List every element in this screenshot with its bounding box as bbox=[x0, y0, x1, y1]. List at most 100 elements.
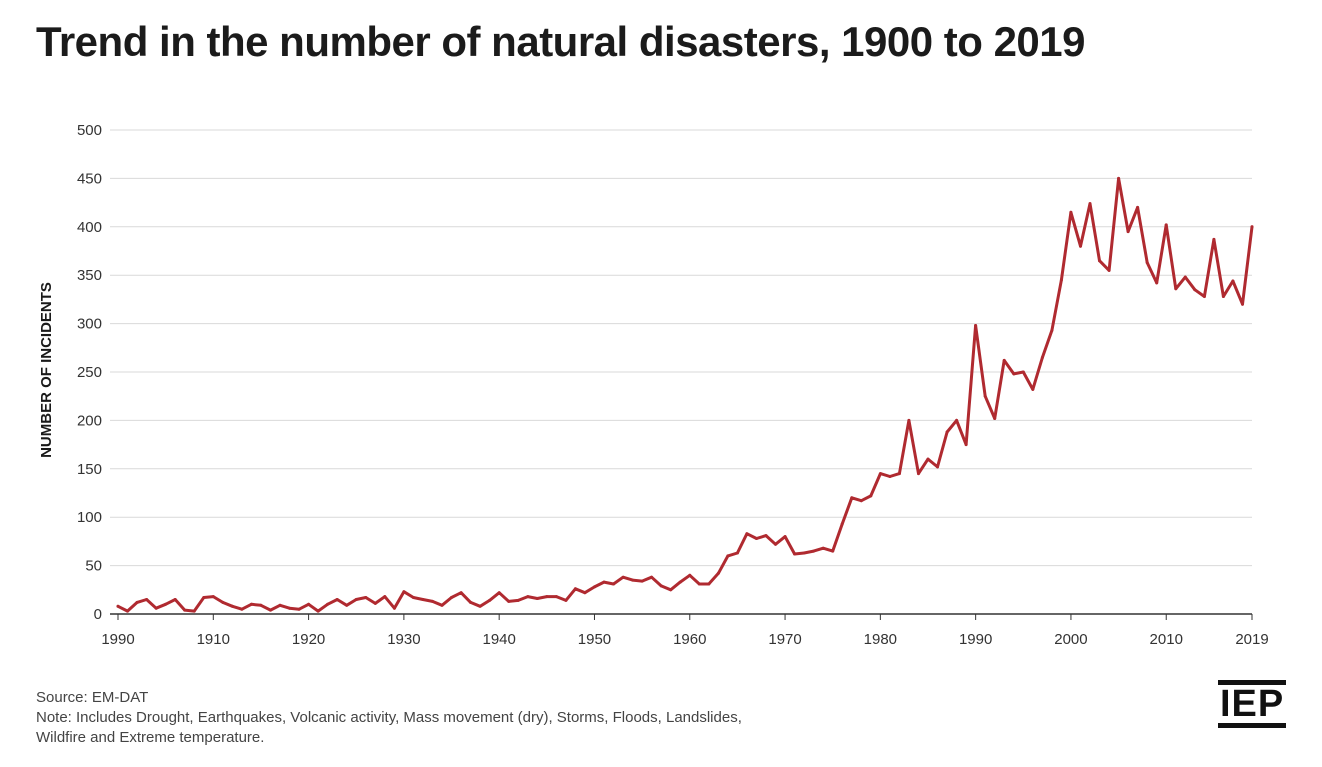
data-point-1912 bbox=[230, 604, 234, 608]
x-tick-label: 2019 bbox=[1235, 631, 1268, 648]
data-point-1965 bbox=[735, 551, 739, 555]
data-point-1929 bbox=[392, 606, 396, 610]
data-point-1997 bbox=[1040, 356, 1044, 359]
data-point-1989 bbox=[964, 443, 968, 447]
data-point-1953 bbox=[621, 575, 625, 579]
data-point-1940 bbox=[497, 591, 501, 595]
data-point-1911 bbox=[221, 600, 225, 604]
data-point-1928 bbox=[383, 595, 387, 599]
data-point-1966 bbox=[745, 532, 749, 536]
data-point-2013 bbox=[1193, 288, 1197, 292]
data-point-1908 bbox=[192, 609, 196, 613]
data-point-1938 bbox=[478, 604, 482, 608]
data-point-1914 bbox=[249, 602, 253, 606]
data-point-1998 bbox=[1050, 328, 1054, 332]
data-point-1935 bbox=[450, 596, 453, 599]
data-point-1999 bbox=[1059, 278, 1063, 282]
y-tick-label: 400 bbox=[77, 219, 102, 236]
data-points bbox=[116, 176, 1254, 613]
series-line bbox=[116, 176, 1254, 613]
data-point-1919 bbox=[297, 607, 301, 611]
data-point-1986 bbox=[936, 465, 939, 469]
y-tick-label: 150 bbox=[77, 461, 102, 478]
data-point-1957 bbox=[659, 584, 663, 588]
data-point-1945 bbox=[545, 595, 549, 599]
data-point-1910 bbox=[211, 595, 215, 599]
data-point-1995 bbox=[1021, 370, 1025, 374]
data-point-1904 bbox=[154, 606, 158, 610]
data-point-2018 bbox=[1241, 302, 1244, 306]
data-point-2012 bbox=[1183, 275, 1187, 279]
data-point-1977 bbox=[850, 496, 854, 500]
grid-lines bbox=[110, 129, 1252, 615]
data-point-1926 bbox=[364, 596, 368, 599]
data-point-1979 bbox=[869, 494, 873, 498]
data-point-1984 bbox=[917, 472, 920, 476]
data-point-1980 bbox=[878, 472, 882, 476]
series-group bbox=[116, 176, 1254, 613]
data-point-2014 bbox=[1202, 295, 1206, 298]
x-tick-labels: 1990 1910 1920 1930 1940 1950 1960 1970 1980 1990… bbox=[101, 614, 1269, 648]
data-point-1964 bbox=[726, 554, 730, 558]
data-point-1955 bbox=[640, 579, 644, 583]
x-tick-label: 1990 bbox=[959, 631, 992, 648]
data-point-1918 bbox=[288, 606, 291, 610]
y-tick-label: 100 bbox=[77, 509, 102, 526]
data-point-1987 bbox=[945, 430, 949, 434]
data-point-1954 bbox=[631, 578, 635, 582]
data-point-1973 bbox=[812, 549, 816, 553]
data-point-2019 bbox=[1250, 225, 1254, 229]
source-text: Source: EM-DAT bbox=[36, 689, 149, 706]
data-point-1902 bbox=[135, 600, 139, 604]
y-tick-label: 0 bbox=[94, 606, 102, 623]
data-point-1905 bbox=[164, 602, 168, 606]
data-point-1962 bbox=[707, 582, 711, 586]
y-axis-label: NUMBER OF INCIDENTS bbox=[38, 282, 55, 458]
data-point-1994 bbox=[1012, 372, 1016, 376]
y-tick-label: 500 bbox=[77, 122, 102, 139]
y-tick-label: 300 bbox=[77, 316, 102, 333]
data-point-1916 bbox=[269, 608, 272, 612]
data-point-1983 bbox=[907, 418, 911, 422]
y-tick-label: 200 bbox=[77, 412, 102, 429]
data-point-1947 bbox=[564, 598, 568, 602]
data-point-1992 bbox=[993, 417, 997, 420]
x-tick-label: 1950 bbox=[578, 631, 611, 648]
data-point-1943 bbox=[526, 595, 530, 599]
data-point-1924 bbox=[345, 603, 349, 607]
data-point-1933 bbox=[431, 599, 434, 603]
data-point-1932 bbox=[421, 598, 425, 601]
data-point-1907 bbox=[183, 608, 187, 612]
data-point-1937 bbox=[469, 600, 473, 604]
y-tick-label: 450 bbox=[77, 170, 102, 187]
data-point-1950 bbox=[593, 585, 596, 589]
data-point-2003 bbox=[1098, 259, 1101, 263]
chart-title: Trend in the number of natural disasters… bbox=[36, 18, 1086, 65]
data-point-1956 bbox=[650, 575, 654, 579]
data-point-1952 bbox=[612, 582, 615, 586]
data-point-1981 bbox=[888, 475, 892, 478]
data-point-1976 bbox=[840, 522, 844, 526]
data-point-1903 bbox=[145, 598, 149, 601]
data-point-1927 bbox=[373, 601, 377, 605]
data-point-2000 bbox=[1069, 210, 1073, 214]
y-tick-label: 350 bbox=[77, 267, 102, 284]
data-point-1942 bbox=[516, 598, 520, 602]
data-point-1991 bbox=[983, 394, 987, 398]
data-point-2017 bbox=[1231, 279, 1235, 283]
note-line-1: Note: Includes Drought, Earthquakes, Vol… bbox=[36, 709, 742, 726]
data-point-1949 bbox=[583, 591, 587, 595]
data-point-2002 bbox=[1088, 202, 1092, 206]
data-point-1939 bbox=[488, 598, 492, 602]
data-point-1946 bbox=[554, 595, 558, 599]
data-point-1925 bbox=[354, 598, 358, 601]
data-point-1968 bbox=[764, 534, 768, 538]
data-point-1951 bbox=[602, 580, 606, 584]
y-tick-labels: 0 50 100 150 200 250 300 350 400 450 500 bbox=[77, 122, 102, 623]
x-tick-label: 1980 bbox=[864, 631, 897, 648]
data-point-1988 bbox=[955, 418, 959, 422]
data-point-2005 bbox=[1117, 176, 1121, 180]
data-point-1941 bbox=[507, 599, 511, 603]
data-point-1996 bbox=[1031, 387, 1035, 391]
data-point-2007 bbox=[1136, 205, 1140, 209]
